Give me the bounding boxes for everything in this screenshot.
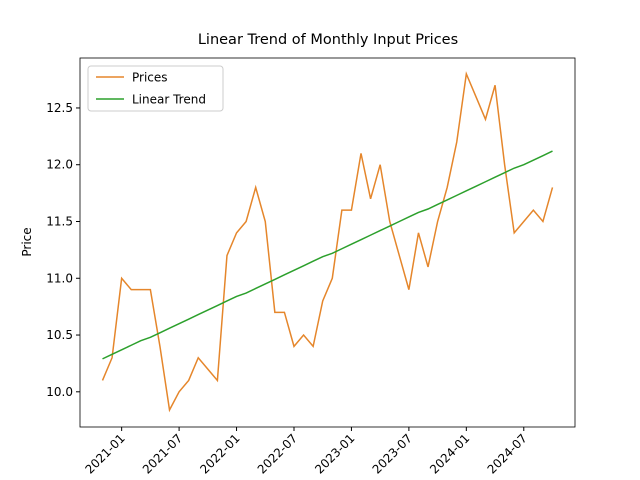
- y-tick-label: 10.5: [46, 328, 73, 342]
- x-tick-label: 2022-07: [255, 431, 300, 476]
- y-tick-label: 12.5: [46, 101, 73, 115]
- x-tick-label: 2022-01: [197, 431, 242, 476]
- x-tick-label: 2021-01: [82, 431, 127, 476]
- plot-frame: [79, 57, 576, 428]
- y-tick-label: 12.0: [46, 158, 73, 172]
- series-line: [101, 71, 554, 413]
- x-tick-label: 2023-01: [312, 431, 357, 476]
- y-axis-label: Price: [20, 227, 34, 256]
- x-tick-label: 2024-07: [485, 431, 530, 476]
- x-tick-label: 2023-07: [370, 431, 415, 476]
- chart-title: Linear Trend of Monthly Input Prices: [198, 32, 458, 48]
- legend-label: Linear Trend: [132, 93, 206, 107]
- y-tick-label: 11.5: [46, 214, 73, 228]
- legend-label: Prices: [132, 71, 168, 85]
- series-line: [102, 150, 553, 360]
- y-tick-label: 10.0: [46, 385, 73, 399]
- y-tick-label: 11.0: [46, 271, 73, 285]
- x-tick-label: 2021-07: [140, 431, 185, 476]
- x-tick-label: 2024-01: [427, 431, 472, 476]
